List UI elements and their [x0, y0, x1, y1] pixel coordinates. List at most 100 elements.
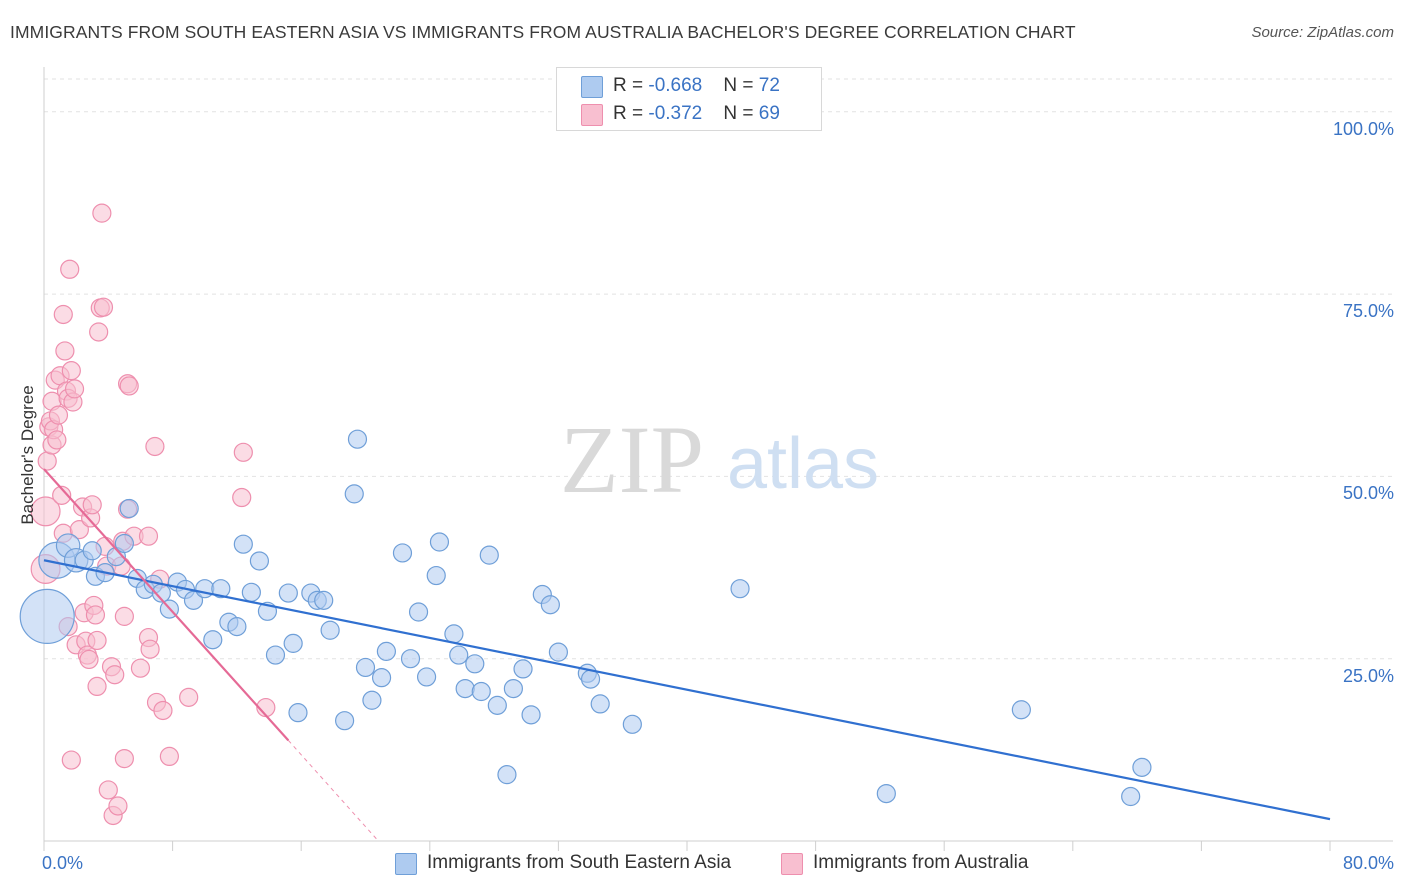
trend-lines [43, 468, 1331, 842]
sea-data-point [19, 588, 75, 644]
sea-data-point [347, 429, 368, 449]
x-tick-label-min: 0.0% [42, 853, 84, 873]
chart-title: IMMIGRANTS FROM SOUTH EASTERN ASIA VS IM… [10, 22, 1076, 42]
sea-data-point [344, 484, 364, 504]
aus-data-point [92, 203, 112, 223]
aus-data-point [153, 700, 173, 721]
aus-data-point [85, 605, 106, 625]
aus-data-point [64, 379, 85, 399]
sea-data-point [497, 765, 517, 785]
aus-trend-line [43, 468, 290, 742]
sea-data-point [408, 602, 429, 622]
sea-data-point [249, 551, 270, 571]
sea-data-point [465, 654, 485, 674]
aus-data-point [30, 496, 61, 527]
aus-data-point [159, 746, 179, 767]
sea-data-point [335, 711, 355, 731]
aus-data-point [79, 649, 99, 670]
aus-data-point [233, 442, 253, 462]
y-axis-label: Bachelor's Degree [18, 385, 37, 525]
sea-data-point [119, 498, 139, 519]
sea-data-point [283, 633, 303, 653]
sea-data-point [314, 590, 334, 610]
aus-data-point [108, 796, 128, 816]
sea-data-point [449, 645, 469, 665]
legend-r-label: R = [613, 103, 649, 124]
legend-n-value: 69 [758, 103, 780, 124]
sea-data-point [82, 541, 102, 561]
sea-data-point [203, 630, 223, 650]
sea-data-point [227, 617, 247, 637]
aus-data-point [114, 606, 134, 626]
sea-data-point [622, 714, 642, 734]
aus-trend-extension [287, 740, 379, 842]
aus-data-point [119, 376, 139, 396]
sea-data-point [1011, 700, 1031, 720]
sea-data-point [487, 695, 507, 715]
aus-data-point [138, 526, 159, 546]
sea-data-point [278, 583, 298, 603]
aus-data-point [130, 658, 151, 678]
pink-swatch-icon [781, 853, 803, 875]
y-tick-label: 100.0% [1332, 118, 1394, 139]
aus-data-point [140, 639, 160, 659]
sea-data-point [211, 579, 231, 599]
sea-data-point [265, 645, 286, 665]
sea-data-point [426, 565, 446, 586]
sea-data-point [590, 694, 610, 714]
aus-data-point [114, 748, 134, 769]
sea-data-point [376, 641, 396, 661]
sea-data-point [355, 657, 376, 678]
legend-r-value: -0.372 [648, 103, 703, 124]
sea-data-point [241, 582, 261, 602]
source-credit: Source: ZipAtlas.com [1251, 24, 1394, 41]
x-tick-label-max: 80.0% [1342, 853, 1394, 873]
aus-data-point [179, 687, 199, 707]
aus-data-point [87, 630, 107, 651]
sea-data-point [371, 668, 392, 688]
sea-data-point [1121, 786, 1141, 807]
sea-data-point [503, 678, 523, 699]
sea-data-point [429, 532, 450, 552]
sea-data-point [548, 642, 569, 662]
sea-data-point [444, 624, 464, 644]
aus-data-point [69, 520, 89, 540]
aus-data-point [89, 322, 109, 342]
sea-data-point [416, 667, 437, 687]
pink-swatch-icon [581, 104, 603, 126]
sea-data-point [320, 620, 340, 640]
blue-swatch-icon [581, 76, 603, 98]
aus-data-point [52, 485, 72, 505]
series-australia-points [30, 203, 276, 826]
aus-data-point [48, 405, 69, 425]
aus-data-point [82, 495, 102, 515]
y-tick-label: 50.0% [1342, 483, 1394, 504]
sea-trend-line [43, 559, 1331, 821]
y-tick-label: 75.0% [1342, 301, 1394, 322]
sea-data-point [114, 533, 134, 554]
sea-data-point [540, 595, 560, 615]
y-tick-label: 25.0% [1342, 665, 1394, 686]
aus-data-point [55, 341, 75, 361]
aus-data-point [105, 665, 125, 685]
blue-swatch-icon [395, 853, 417, 875]
sea-data-point [471, 681, 491, 702]
sea-data-point [521, 705, 541, 725]
sea-data-point [1132, 757, 1152, 777]
aus-data-point [53, 304, 73, 325]
sea-data-point [580, 669, 601, 689]
grid-lines [44, 78, 1393, 660]
legend-n-label: N = [723, 103, 759, 124]
series-name-label: Immigrants from Australia [813, 852, 1029, 873]
aus-data-point [98, 780, 118, 800]
legend-n-value: 72 [758, 75, 780, 96]
legend-n-label: N = [723, 75, 759, 96]
aus-data-point [37, 451, 57, 471]
aus-data-point [61, 750, 81, 770]
sea-data-point [730, 579, 750, 599]
sea-data-point [288, 703, 308, 723]
sea-data-point [392, 543, 413, 563]
sea-data-point [876, 783, 896, 804]
legend-r-value: -0.668 [648, 75, 703, 96]
